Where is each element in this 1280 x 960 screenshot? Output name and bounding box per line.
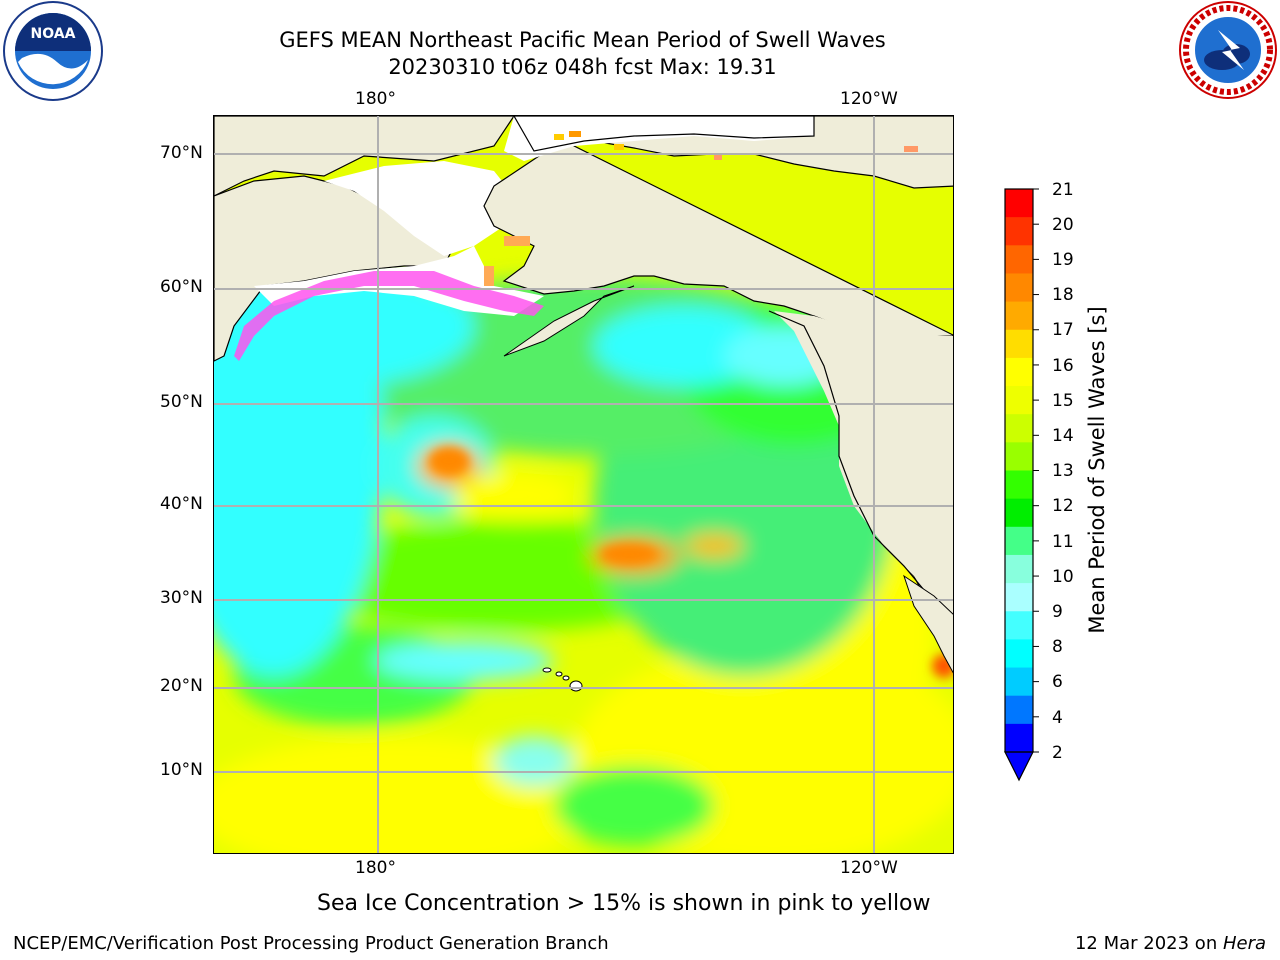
lat-tick-20n: 20°N [160,676,203,696]
colorbar-swatch [1005,189,1033,218]
footer-date-text: 12 Mar 2023 on [1074,933,1223,954]
colorbar-tick-9: 9 [1052,602,1063,622]
colorbar [1004,188,1064,792]
lat-tick-40n: 40°N [160,494,203,514]
colorbar-axis-label: Mean Period of Swell Waves [s] [1085,306,1109,634]
lat-tick-50n: 50°N [160,392,203,412]
lon-tick-bottom-120w: 120°W [840,858,898,878]
colorbar-swatch [1005,245,1033,274]
colorbar-tick-14: 14 [1052,426,1074,446]
colorbar-swatch [1005,695,1033,725]
lat-tick-60n: 60°N [160,277,203,297]
lat-tick-70n: 70°N [160,143,203,163]
colorbar-tick-16: 16 [1052,356,1074,376]
colorbar-swatch [1005,301,1033,331]
nws-logo [1178,0,1278,100]
colorbar-tick-17: 17 [1052,320,1074,340]
footer-machine: Hera [1222,933,1266,954]
colorbar-tick-20: 20 [1052,215,1074,235]
plot-title-line2: 20230310 t06z 048h fcst Max: 19.31 [388,55,777,79]
colorbar-swatch [1005,723,1033,753]
swell-period-map [213,115,954,854]
colorbar-swatch [1005,470,1033,500]
footer-date: 12 Mar 2023 on Hera [1075,933,1266,954]
colorbar-scale [1004,188,1039,782]
colorbar-swatch [1005,639,1033,669]
colorbar-tick-13: 13 [1052,461,1074,481]
sea-ice-caption: Sea Ice Concentration > 15% is shown in … [317,891,931,916]
colorbar-tick-11: 11 [1052,532,1074,552]
lat-tick-30n: 30°N [160,588,203,608]
lon-tick-top-120w: 120°W [840,89,898,109]
footer-credit: NCEP/EMC/Verification Post Processing Pr… [13,933,609,954]
lat-tick-10n: 10°N [160,760,203,780]
colorbar-tick-2: 2 [1052,743,1063,763]
colorbar-extend-triangle [1004,751,1034,782]
colorbar-tick-12: 12 [1052,496,1074,516]
map-canvas [214,116,953,853]
colorbar-swatch [1005,611,1033,640]
colorbar-tick-8: 8 [1052,637,1063,657]
colorbar-tick-10: 10 [1052,567,1074,587]
colorbar-tick-19: 19 [1052,250,1074,270]
colorbar-tick-4: 4 [1052,708,1063,728]
colorbar-tick-18: 18 [1052,285,1074,305]
colorbar-swatch [1005,554,1033,584]
colorbar-swatch [1005,273,1033,303]
noaa-logo: NOAA [2,0,104,102]
colorbar-swatch [1005,583,1033,612]
colorbar-swatch [1005,526,1033,556]
colorbar-swatch [1005,667,1033,697]
colorbar-swatch [1005,329,1033,359]
colorbar-tick-6: 6 [1052,672,1063,692]
colorbar-swatch [1005,357,1033,387]
colorbar-tick-21: 21 [1052,180,1074,200]
colorbar-swatch [1005,498,1033,528]
lon-tick-top-180: 180° [355,89,396,109]
noaa-text: NOAA [31,26,76,42]
colorbar-swatch [1005,217,1033,246]
colorbar-swatch [1005,386,1033,415]
plot-title-line1: GEFS MEAN Northeast Pacific Mean Period … [279,28,886,52]
colorbar-tick-15: 15 [1052,391,1074,411]
lon-tick-bottom-180: 180° [355,858,396,878]
colorbar-swatch [1005,414,1033,443]
colorbar-swatch [1005,442,1033,471]
